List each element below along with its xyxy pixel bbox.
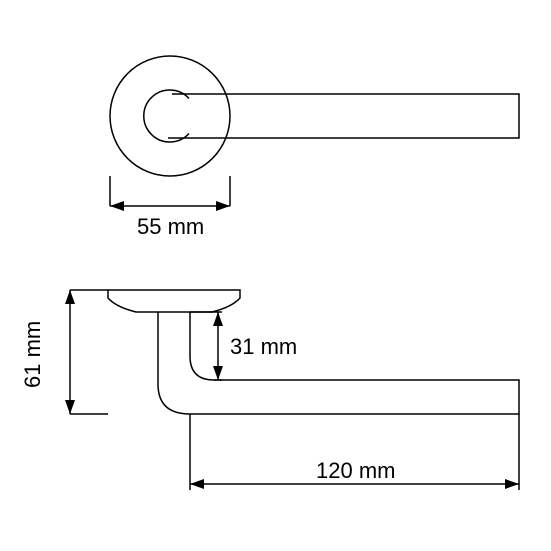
- arrow: [110, 201, 124, 211]
- arrow: [505, 479, 519, 489]
- arrow: [65, 400, 75, 414]
- dim-55-label: 55 mm: [137, 214, 204, 239]
- technical-drawing: 55 mm 61 mm 31 mm 120 mm: [0, 0, 551, 551]
- arrow: [190, 479, 204, 489]
- dim-31-label: 31 mm: [230, 334, 297, 359]
- rose-inner-circle: [144, 90, 189, 142]
- arrow: [216, 201, 230, 211]
- arrow: [213, 366, 223, 380]
- rose-outer-circle: [110, 56, 230, 176]
- arrow: [65, 290, 75, 304]
- lever-top: [168, 94, 519, 138]
- dim-61-label: 61 mm: [20, 321, 45, 388]
- lever-side: [158, 312, 519, 414]
- top-view: 55 mm: [110, 56, 519, 239]
- side-view: 61 mm 31 mm 120 mm: [20, 290, 519, 490]
- rose-profile: [108, 290, 240, 312]
- dim-120-label: 120 mm: [316, 458, 395, 483]
- arrow: [213, 312, 223, 326]
